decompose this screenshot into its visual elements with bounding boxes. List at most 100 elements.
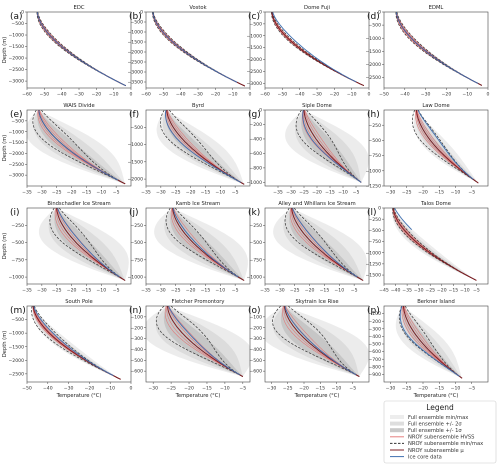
nroy-min-line [36, 12, 126, 87]
x-tick-label: −30 [421, 92, 431, 98]
minmax-band [392, 208, 477, 281]
x-tick-label: −20 [67, 288, 77, 294]
y-tick-label: −1000 [365, 168, 381, 174]
panel-letter: (e) [10, 110, 23, 120]
hvss-line [170, 208, 245, 281]
plot-area-6 [156, 110, 245, 185]
x-tick-label: −5 [232, 190, 239, 196]
y-tick-label: −250 [130, 223, 143, 229]
y-tick-label: −1250 [365, 184, 381, 190]
hvss-line [393, 208, 477, 281]
y-tick-label: −1000 [127, 275, 143, 281]
y-tick-label: −100 [130, 314, 143, 320]
y-axis-label: Depth (m) [2, 37, 8, 64]
nroy-max-line [404, 306, 463, 379]
hvss-line [271, 12, 364, 86]
y-tick-label: −200 [368, 319, 381, 325]
x-tick-label: −20 [299, 386, 309, 392]
plot-area-9 [38, 208, 129, 281]
legend-swatch-fill [390, 415, 404, 419]
y-tick-label: −250 [249, 223, 262, 229]
panel-title: Byrd [192, 103, 204, 109]
y-tick-label: −600 [368, 349, 381, 355]
panel-5: WAIS Divide (e)−500 −1000 −1500 −2000 −2500 −3… [2, 103, 132, 196]
y-axis-label: Depth (m) [2, 331, 8, 358]
y-tick-label: −500 [368, 23, 381, 29]
ice-core-line [417, 110, 474, 180]
y-tick-label: −1000 [365, 250, 381, 256]
minmax-band [152, 12, 245, 86]
x-tick-label: −25 [299, 190, 309, 196]
y-tick-label: −250 [11, 223, 24, 229]
ice-core-line [152, 12, 238, 83]
panel-title: Bindschadler Ice Stream [47, 201, 110, 207]
one-sigma-band [280, 306, 360, 377]
panel-letter: (f) [129, 110, 139, 120]
hvss-line [32, 306, 121, 380]
y-tick-label: −1000 [127, 30, 143, 36]
y-tick-label: −500 [368, 228, 381, 234]
minmax-band [32, 306, 121, 380]
y-tick-label: −1250 [365, 261, 381, 267]
panel-letter: (j) [129, 208, 139, 218]
x-tick-label: −30 [312, 92, 322, 98]
y-tick-label: −750 [368, 153, 381, 159]
y-tick-label: −1000 [8, 331, 24, 337]
hvss-line [271, 12, 364, 86]
nroy-max-line [306, 110, 362, 183]
x-tick-label: −50 [39, 92, 49, 98]
panel-title: Vostok [189, 5, 206, 11]
two-sigma-band [396, 12, 482, 86]
y-tick-label: −100 [368, 311, 381, 317]
nroy-min-line [392, 208, 477, 281]
x-tick-label: −15 [201, 190, 211, 196]
panel-frame [145, 11, 251, 89]
y-tick-label: −250 [368, 217, 381, 223]
x-tick-label: −30 [37, 190, 47, 196]
panel-frame [145, 109, 251, 187]
panel-frame [26, 207, 132, 285]
panel-12: Talos Dome (l) 0 −250 −500 −750 −1000 −1250 −150… [365, 201, 489, 294]
two-sigma-band [271, 12, 364, 86]
hvss-line [393, 208, 477, 281]
x-tick-label: −25 [171, 288, 181, 294]
x-tick-label: −10 [451, 386, 461, 392]
y-tick-label: −500 [249, 358, 262, 364]
y-tick-label: −200 [249, 325, 262, 331]
hvss-line [152, 12, 245, 87]
nroy-max-line [174, 208, 245, 281]
x-tick-label: −50 [379, 92, 389, 98]
y-tick-label: −100 [249, 314, 262, 320]
hvss-line [392, 208, 477, 281]
panel-title: Siple Dome [302, 103, 332, 109]
panel-title: WAIS Divide [63, 103, 94, 109]
x-tick-label: −15 [434, 386, 444, 392]
y-tick-label: −1000 [365, 36, 381, 42]
y-tick-label: −200 [249, 122, 262, 128]
y-tick-label: −1500 [246, 45, 262, 51]
hvss-line [271, 12, 364, 86]
ice-core-line [36, 12, 126, 87]
nroy-max-line [170, 306, 243, 377]
hvss-line [396, 12, 482, 86]
y-tick-label: −2000 [8, 151, 24, 157]
panel-title: Skytrain Ice Rise [295, 299, 338, 305]
hvss-line [271, 12, 364, 86]
nroy-mean-line [416, 110, 479, 184]
one-sigma-band [33, 306, 121, 380]
nroy-mean-line [152, 12, 246, 87]
y-tick-label: −400 [249, 347, 262, 353]
ice-core-line [165, 110, 241, 183]
y-tick-label: −3000 [8, 173, 24, 179]
x-tick-label: −35 [141, 288, 151, 294]
hvss-line [152, 12, 245, 87]
x-tick-label: −10 [338, 190, 348, 196]
plot-area-5 [27, 110, 126, 185]
y-tick-label: −750 [11, 257, 24, 263]
nroy-max-line [37, 12, 126, 87]
y-tick-label: −2000 [8, 358, 24, 364]
y-tick-label: −300 [249, 336, 262, 342]
nroy-max-line [287, 306, 360, 377]
x-tick-label: −20 [305, 288, 315, 294]
panel-letter: (m) [10, 306, 26, 316]
